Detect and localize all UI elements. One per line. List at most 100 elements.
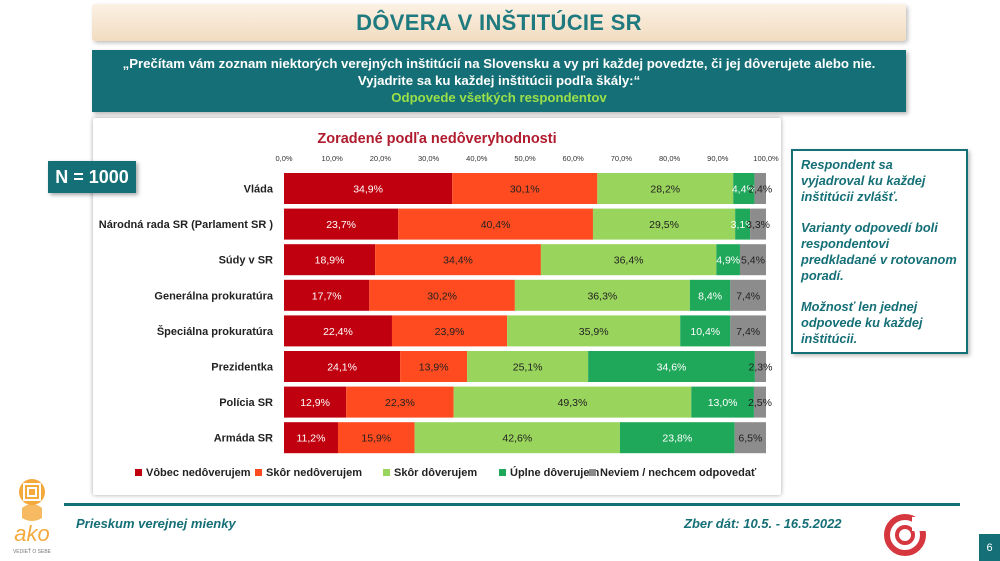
bar-segment: [689, 279, 731, 311]
data-label: 34,9%: [353, 184, 383, 196]
bar-segment: [284, 279, 370, 311]
data-label: 13,0%: [708, 397, 738, 409]
bar-segment: [540, 244, 717, 276]
note-1: Respondent sa vyjadroval ku každej inšti…: [801, 157, 926, 204]
bar-segment: [507, 315, 681, 347]
legend-swatch: [135, 469, 142, 476]
data-label: 2,3%: [748, 362, 772, 374]
data-label: 4,9%: [716, 255, 740, 267]
data-label: 40,4%: [481, 219, 511, 231]
bar-segment: [346, 386, 454, 418]
bar-segment: [375, 244, 541, 276]
x-tick-label: 0,0%: [275, 154, 292, 163]
category-label: Vláda: [244, 184, 274, 196]
legend-entry: Neviem / nechcem odpovedať: [600, 467, 757, 479]
bar-segment: [284, 422, 338, 454]
chart-title: Zoradené podľa nedôveryhodnosti: [317, 131, 556, 147]
data-label: 11,2%: [296, 433, 325, 445]
footer-survey-label: Prieskum verejnej mienky: [76, 516, 236, 531]
data-label: 10,4%: [690, 326, 720, 338]
x-tick-label: 30,0%: [418, 154, 440, 163]
sample-size-label: N = 1000: [55, 166, 129, 187]
category-label: Prezidentka: [211, 362, 274, 374]
data-label: 30,1%: [510, 184, 540, 196]
data-label: 24,1%: [327, 362, 357, 374]
legend-swatch: [589, 469, 596, 476]
data-label: 3,3%: [746, 219, 770, 231]
data-label: 34,4%: [443, 255, 473, 267]
x-tick-label: 100,0%: [753, 154, 779, 163]
bar-segment: [730, 315, 766, 347]
bar-segment: [391, 315, 508, 347]
category-label: Armáda SR: [214, 433, 273, 445]
bar-segment: [284, 173, 453, 204]
data-label: 15,9%: [361, 433, 391, 445]
bar-segment: [400, 351, 468, 382]
stacked-bar-chart: Zoradené podľa nedôveryhodnosti 0,0% 10,0%…: [99, 131, 779, 479]
note-2: Varianty odpovedí boli respondentovi pre…: [801, 220, 957, 283]
bar-segment: [414, 422, 620, 454]
data-label: 25,1%: [513, 362, 543, 374]
legend-entry: Skôr nedôverujem: [266, 467, 362, 479]
question-box: „Prečítam vám zoznam niektorých verejnýc…: [92, 50, 906, 112]
x-tick-label: 20,0%: [370, 154, 392, 163]
data-label: 7,4%: [736, 326, 760, 338]
data-label: 3,1%: [731, 219, 755, 231]
bar-segment: [452, 173, 598, 204]
bar-segment: [514, 279, 690, 311]
data-label: 17,7%: [312, 290, 342, 302]
x-tick-label: 90,0%: [707, 154, 729, 163]
x-tick-label: 10,0%: [322, 154, 344, 163]
bar-segment: [592, 208, 736, 240]
data-label: 4,4%: [732, 184, 756, 196]
data-label: 7,4%: [736, 290, 760, 302]
bar-segment: [337, 422, 415, 454]
bar-segment: [284, 351, 401, 382]
x-tick-label: 60,0%: [563, 154, 585, 163]
bar-segment: [284, 208, 399, 240]
data-label: 13,9%: [419, 362, 449, 374]
data-label: 2,4%: [748, 184, 772, 196]
data-label: 30,2%: [427, 290, 457, 302]
bar-segment: [754, 173, 766, 204]
data-label: 5,4%: [741, 255, 765, 267]
legend-swatch: [499, 469, 506, 476]
data-label: 18,9%: [315, 255, 345, 267]
bar-segment: [753, 386, 766, 418]
data-label: 6,5%: [738, 433, 762, 445]
bar-segment: [691, 386, 754, 418]
bar-segment: [735, 208, 751, 240]
chart-frame: Zoradené podľa nedôveryhodnosti 0,0% 10,0%…: [93, 118, 781, 495]
bar-segment: [754, 351, 766, 382]
bar-segment: [398, 208, 593, 240]
bar-segment: [680, 315, 731, 347]
legend-entry: Skôr dôverujem: [394, 467, 477, 479]
data-label: 35,9%: [579, 326, 609, 338]
legend-swatch: [383, 469, 390, 476]
data-label: 22,3%: [385, 397, 415, 409]
question-text: „Prečítam vám zoznam niektorých verejnýc…: [122, 56, 876, 88]
bar-segment: [284, 386, 347, 418]
sample-size-badge: N = 1000: [48, 161, 136, 193]
bar-segment: [734, 422, 766, 454]
bar-segment: [619, 422, 735, 454]
note-3: Možnosť len jednej odpovede ku každej in…: [801, 299, 923, 346]
ako-logo: ako VEDIEŤ O SEBE: [13, 479, 52, 555]
category-label: Národná rada SR (Parlament SR ): [99, 219, 274, 231]
data-label: 34,6%: [657, 362, 687, 374]
data-label: 36,3%: [587, 290, 617, 302]
title-banner: DÔVERA V INŠTITÚCIE SR: [92, 4, 906, 41]
x-tick-label: 40,0%: [466, 154, 488, 163]
brand-swirl-logo: [884, 514, 926, 556]
category-label: Generálna prokuratúra: [154, 290, 273, 302]
bar-segment: [597, 173, 734, 204]
legend-entry: Vôbec nedôverujem: [146, 467, 251, 479]
bar-segment: [716, 244, 740, 276]
data-label: 49,3%: [558, 397, 588, 409]
data-label: 29,5%: [649, 219, 679, 231]
svg-text:ako: ako: [14, 521, 49, 546]
data-label: 2,5%: [748, 397, 772, 409]
data-label: 12,9%: [300, 397, 330, 409]
bar-segment: [739, 244, 766, 276]
bar-segment: [467, 351, 589, 382]
